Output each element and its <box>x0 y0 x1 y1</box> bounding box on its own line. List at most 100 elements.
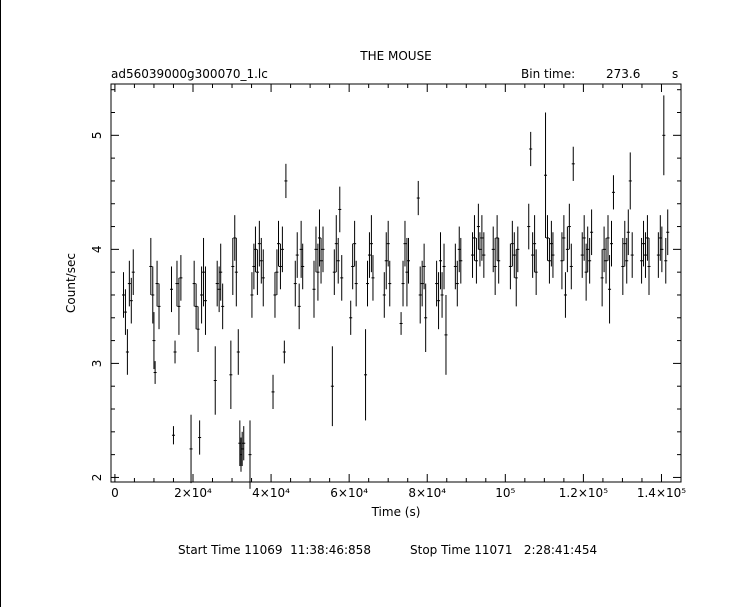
data-point-10 <box>155 260 159 307</box>
data-point-89 <box>405 237 409 307</box>
data-point-45 <box>257 220 261 267</box>
data-point-57 <box>295 232 299 278</box>
data-point-127 <box>544 112 548 238</box>
data-point-139 <box>580 232 584 278</box>
data-point-19 <box>192 260 196 307</box>
data-point-70 <box>336 237 340 284</box>
x-tick-label-4: 8×10⁴ <box>408 486 446 500</box>
data-point-47 <box>261 249 265 307</box>
data-point-12 <box>170 266 174 313</box>
data-point-142 <box>586 226 590 273</box>
data-point-123 <box>529 131 533 167</box>
data-point-105 <box>459 237 463 284</box>
data-point-99 <box>440 272 444 318</box>
data-point-55 <box>284 163 288 199</box>
plot-frame <box>110 83 682 483</box>
data-point-131 <box>551 232 555 278</box>
data-point-88 <box>403 220 407 267</box>
data-point-101 <box>444 294 448 375</box>
data-point-113 <box>491 226 495 273</box>
data-point-27 <box>215 260 219 307</box>
data-point-109 <box>476 203 480 250</box>
data-point-29 <box>219 243 223 301</box>
data-point-133 <box>562 215 566 261</box>
data-point-46 <box>259 237 263 284</box>
data-point-77 <box>364 329 368 421</box>
data-point-122 <box>527 203 531 250</box>
data-point-31 <box>229 340 233 410</box>
data-point-90 <box>406 237 410 284</box>
data-point-42 <box>252 243 256 290</box>
y-axis-label: Count/sec <box>64 253 78 313</box>
data-point-156 <box>628 152 632 210</box>
x-tick-label-5: 10⁵ <box>495 486 515 500</box>
data-points <box>121 95 670 489</box>
data-point-3 <box>127 260 131 307</box>
data-point-68 <box>332 249 336 295</box>
data-point-75 <box>353 220 357 267</box>
data-point-62 <box>314 226 318 273</box>
data-point-38 <box>240 431 244 467</box>
data-point-24 <box>202 237 206 307</box>
data-point-91 <box>416 180 420 216</box>
data-point-11 <box>157 283 161 330</box>
data-point-61 <box>312 260 316 318</box>
data-point-135 <box>565 226 569 273</box>
data-point-167 <box>664 237 668 284</box>
data-point-69 <box>334 215 338 273</box>
data-point-110 <box>478 232 482 267</box>
data-point-120 <box>514 249 518 307</box>
data-point-83 <box>384 232 388 290</box>
data-point-157 <box>630 232 634 278</box>
data-point-51 <box>276 220 280 267</box>
data-point-168 <box>666 209 670 256</box>
data-point-72 <box>340 255 344 301</box>
data-point-93 <box>420 260 424 307</box>
data-point-14 <box>173 340 177 364</box>
data-point-159 <box>642 220 646 267</box>
data-point-148 <box>606 215 610 261</box>
data-point-128 <box>545 215 549 261</box>
axis-ticks: 0 2×10⁴ 4×10⁴ 6×10⁴ 8×10⁴ 10⁵ 1.2×10⁵ 1.4×10⁵ 2 3… <box>90 84 686 500</box>
data-point-8 <box>152 312 156 370</box>
data-point-103 <box>455 260 459 307</box>
bin-time-value: 273.6 <box>606 67 641 81</box>
data-point-124 <box>531 232 535 278</box>
data-point-158 <box>640 237 644 284</box>
data-point-98 <box>439 232 443 290</box>
data-point-18 <box>189 414 193 484</box>
left-border-line <box>0 0 1 607</box>
data-point-149 <box>608 255 612 324</box>
data-point-33 <box>233 215 237 261</box>
data-point-58 <box>297 283 301 330</box>
data-point-137 <box>569 243 573 290</box>
data-point-74 <box>351 243 355 290</box>
data-point-84 <box>386 220 390 267</box>
data-point-130 <box>549 220 553 267</box>
data-point-161 <box>645 215 649 261</box>
data-point-155 <box>626 209 630 256</box>
data-point-87 <box>401 260 405 307</box>
data-point-118 <box>510 220 514 267</box>
data-point-140 <box>582 215 586 261</box>
data-point-95 <box>424 283 428 352</box>
data-point-132 <box>560 232 564 290</box>
data-point-115 <box>495 215 499 261</box>
data-point-13 <box>171 426 175 445</box>
data-point-153 <box>623 220 627 267</box>
data-point-151 <box>611 175 615 210</box>
data-point-108 <box>474 237 478 284</box>
data-point-143 <box>588 237 592 284</box>
data-point-52 <box>278 243 282 290</box>
bin-time-label: Bin time: <box>521 67 576 81</box>
data-point-121 <box>516 226 520 273</box>
data-point-43 <box>253 226 257 273</box>
data-point-32 <box>231 237 235 295</box>
data-point-7 <box>151 266 155 324</box>
data-point-82 <box>382 272 386 318</box>
data-point-54 <box>282 340 286 364</box>
data-point-165 <box>660 226 664 273</box>
data-point-154 <box>625 237 629 284</box>
data-point-92 <box>418 266 422 324</box>
x-tick-label-3: 6×10⁴ <box>330 486 368 500</box>
